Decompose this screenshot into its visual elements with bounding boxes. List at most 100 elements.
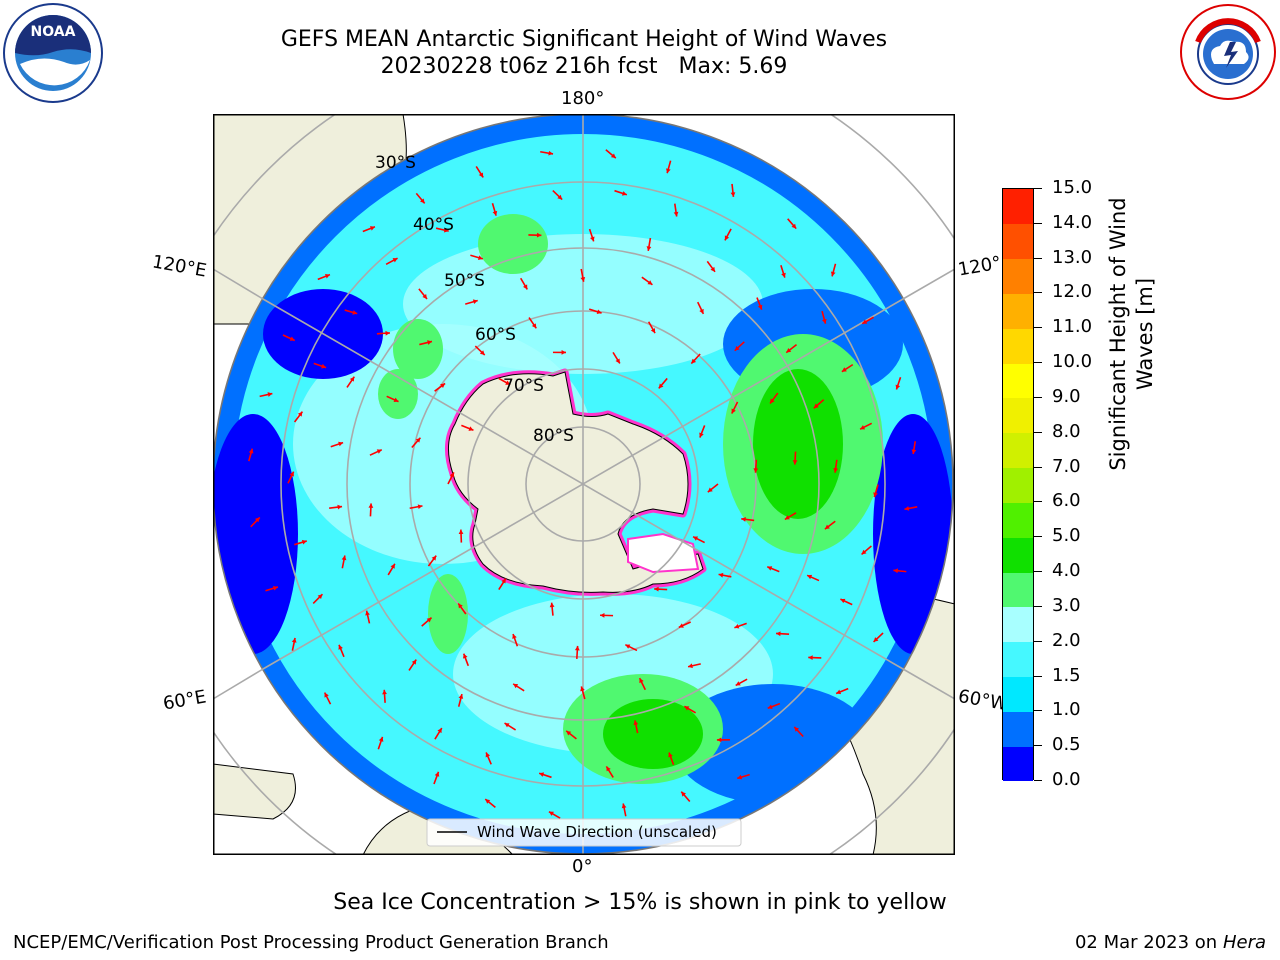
wave-arrow-head bbox=[794, 726, 800, 732]
lat-label-80s: 80°S bbox=[533, 426, 574, 446]
colorbar-tick-label: 12.0 bbox=[1052, 281, 1093, 303]
wave-arrow-head bbox=[478, 172, 484, 178]
wave-arrow-head bbox=[596, 309, 602, 315]
max-value: Max: 5.69 bbox=[678, 54, 788, 79]
wave-arrow-head bbox=[836, 689, 842, 695]
wave-arrow-head bbox=[522, 284, 528, 290]
wave-arrow-head bbox=[678, 623, 684, 628]
colorbar-tick-label: 10.0 bbox=[1052, 351, 1093, 373]
wave-arrow-head bbox=[730, 192, 736, 197]
colorbar-tick bbox=[1034, 675, 1042, 677]
wave-arrow-head bbox=[691, 358, 697, 364]
wave-arrow-head bbox=[479, 350, 485, 356]
nws-logo-icon bbox=[1180, 4, 1276, 100]
wave-arrow-head bbox=[646, 246, 652, 251]
wave-arrow-head bbox=[724, 235, 730, 241]
wave-arrow-head bbox=[427, 340, 432, 345]
wave-arrow-head bbox=[390, 563, 395, 569]
wave-arrow-head bbox=[492, 210, 498, 216]
wave-arrow-head bbox=[893, 568, 899, 574]
wave-arrow-head bbox=[434, 771, 440, 777]
wave-arrow-head bbox=[718, 572, 724, 578]
colorbar-tick-label: 0.5 bbox=[1052, 734, 1081, 756]
lon-label-60e: 60°E bbox=[161, 686, 208, 715]
wave-arrow-head bbox=[449, 472, 455, 478]
colorbar-segment bbox=[1003, 258, 1033, 294]
noaa-logo-icon: NOAA bbox=[3, 3, 103, 103]
wave-arrow-head bbox=[647, 280, 653, 285]
colorbar-segment bbox=[1003, 537, 1033, 573]
wave-arrow-head bbox=[808, 655, 813, 661]
wave-arrow-head bbox=[781, 272, 786, 278]
colorbar-tick-label: 6.0 bbox=[1052, 490, 1081, 512]
colorbar-tick-label: 7.0 bbox=[1052, 455, 1081, 477]
colorbar-tick bbox=[1034, 396, 1042, 398]
wave-arrow-head bbox=[757, 304, 763, 310]
lat-label-40s: 40°S bbox=[413, 215, 454, 235]
colorbar-tick bbox=[1034, 431, 1042, 433]
wave-arrow-head bbox=[385, 330, 390, 336]
footer-host: Hera bbox=[1222, 932, 1266, 953]
wave-arrow-head bbox=[440, 383, 446, 388]
wave-arrow-head bbox=[566, 730, 572, 736]
wave-arrow-head bbox=[531, 323, 537, 329]
wave-arrow-head bbox=[833, 468, 839, 473]
wave-arrow-head bbox=[615, 358, 620, 364]
colorbar-tick-label: 5.0 bbox=[1052, 525, 1081, 547]
wave-arrow-head bbox=[289, 471, 294, 477]
colorbar-tick bbox=[1034, 780, 1042, 781]
wave-arrow-head bbox=[557, 194, 563, 200]
wave-arrow-head bbox=[770, 398, 775, 404]
svg-text:NOAA: NOAA bbox=[31, 24, 76, 40]
wave-arrow-head bbox=[633, 720, 639, 726]
wind-wave-arrows bbox=[248, 149, 918, 819]
wave-arrow-head bbox=[505, 380, 511, 385]
colorbar-segment bbox=[1003, 676, 1033, 712]
colorbar-tick-label: 8.0 bbox=[1052, 420, 1081, 442]
wave-arrow-head bbox=[321, 363, 327, 369]
wave-arrow-head bbox=[699, 308, 704, 314]
wave-arrow-head bbox=[536, 232, 542, 238]
wave-arrow-head bbox=[376, 449, 382, 454]
wave-arrow-head bbox=[625, 644, 631, 649]
wave-arrow-head bbox=[606, 766, 611, 772]
wave-arrow-head bbox=[737, 774, 743, 780]
wave-arrow-head bbox=[349, 376, 355, 382]
colorbar-segment bbox=[1003, 189, 1033, 225]
wave-arrow-head bbox=[417, 504, 423, 510]
wave-arrow-head bbox=[393, 397, 399, 403]
colorbar-tick-label: 3.0 bbox=[1052, 594, 1081, 616]
wave-arrow-head bbox=[463, 653, 468, 659]
wave-arrow-head bbox=[548, 811, 554, 816]
wave-arrow-head bbox=[548, 150, 554, 156]
wave-arrow-head bbox=[437, 728, 442, 734]
wave-arrow-head bbox=[301, 539, 307, 545]
colorbar-tick-label: 11.0 bbox=[1052, 316, 1093, 338]
wave-arrow-head bbox=[776, 631, 781, 637]
wave-arrow-head bbox=[415, 437, 421, 443]
wave-arrow-head bbox=[734, 345, 740, 351]
colorbar-segment bbox=[1003, 328, 1033, 364]
wave-arrow-head bbox=[504, 723, 510, 728]
wave-arrow-head bbox=[741, 517, 746, 522]
map-legend: Wind Wave Direction (unscaled) bbox=[426, 818, 742, 847]
wave-arrow-head bbox=[485, 752, 491, 758]
wave-arrow-head bbox=[248, 448, 254, 454]
wave-arrow-head bbox=[830, 271, 836, 277]
colorbar-segment bbox=[1003, 363, 1033, 399]
lon-label-120e: 120°E bbox=[150, 251, 209, 282]
colorbar-tick bbox=[1034, 571, 1042, 573]
wave-arrow-head bbox=[382, 689, 387, 695]
wave-arrow-head bbox=[501, 578, 506, 584]
footer-credit: NCEP/EMC/Verification Post Processing Pr… bbox=[13, 932, 609, 953]
wave-arrow-head bbox=[716, 737, 722, 743]
wave-arrow-head bbox=[458, 529, 464, 535]
wave-arrow-head bbox=[422, 294, 427, 299]
colorbar bbox=[1002, 188, 1034, 782]
colorbar-tick-label: 0.0 bbox=[1052, 769, 1081, 790]
wave-arrow-head bbox=[590, 236, 595, 242]
wave-arrow-head bbox=[426, 617, 432, 623]
wave-arrow-head bbox=[365, 610, 370, 616]
wave-arrow-head bbox=[693, 536, 699, 541]
colorbar-segment bbox=[1003, 432, 1033, 469]
